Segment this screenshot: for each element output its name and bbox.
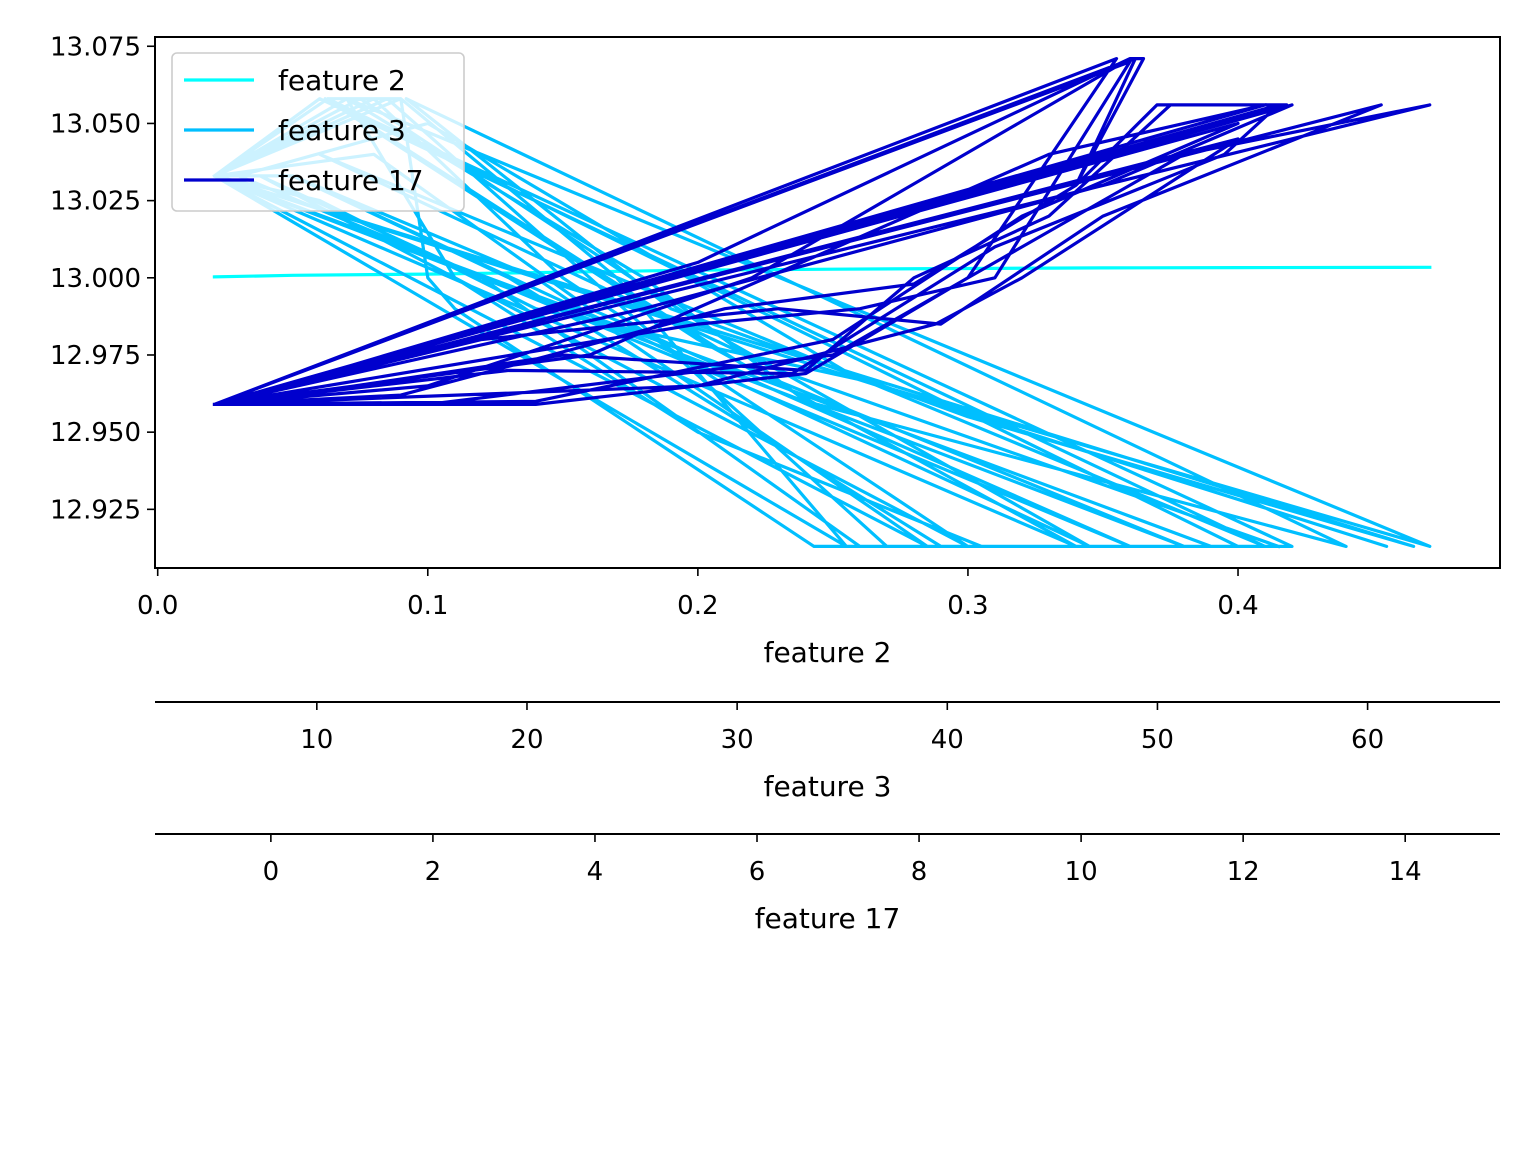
x-tick-label: 10 [300, 725, 333, 755]
x-axis-label: feature 2 [764, 636, 892, 669]
y-tick-label: 13.050 [50, 109, 141, 139]
x-tick-label: 2 [425, 857, 442, 887]
x-tick-label: 4 [587, 857, 604, 887]
y-tick-label: 13.025 [50, 187, 141, 217]
x-tick-label: 0.3 [947, 591, 988, 621]
x-tick-label: 0 [263, 857, 280, 887]
legend-box [171, 52, 465, 212]
x-tick-label: 0.4 [1217, 591, 1258, 621]
legend-label: feature 17 [278, 164, 424, 197]
x-axis-feature-2: 0.0 0.1 0.2 0.3 0.4 feature 2 [137, 568, 1259, 669]
y-tick-label: 13.000 [50, 264, 141, 294]
legend: feature 2 feature 3 feature 17 [171, 52, 465, 212]
x-axis-feature-3: 10 20 30 40 50 60 feature 3 [155, 701, 1500, 803]
x-tick-label: 8 [911, 857, 928, 887]
x-tick-label: 14 [1389, 857, 1422, 887]
series-line-feature-17 [212, 57, 1432, 406]
x-tick-label: 0.2 [677, 591, 718, 621]
legend-label: feature 3 [278, 114, 406, 147]
y-tick-label: 12.925 [50, 495, 141, 525]
y-tick-label: 12.950 [50, 418, 141, 448]
y-tick-label: 13.075 [50, 32, 141, 62]
x-tick-label: 20 [510, 725, 543, 755]
x-tick-label: 12 [1227, 857, 1260, 887]
y-axis: 12.925 12.950 12.975 13.000 13.025 13.050 13.0… [50, 32, 155, 525]
x-tick-label: 50 [1141, 725, 1174, 755]
x-axis-label: feature 3 [764, 770, 892, 803]
x-axis-feature-17: 0 2 4 6 8 10 12 14 feature 17 [155, 833, 1500, 935]
x-tick-label: 0.0 [137, 591, 178, 621]
x-axis-label: feature 17 [755, 902, 901, 935]
x-tick-label: 0.1 [407, 591, 448, 621]
legend-label: feature 2 [278, 64, 406, 97]
y-tick-label: 12.975 [50, 341, 141, 371]
x-tick-label: 6 [749, 857, 766, 887]
x-tick-label: 40 [931, 725, 964, 755]
x-tick-label: 10 [1065, 857, 1098, 887]
x-tick-label: 30 [721, 725, 754, 755]
x-tick-label: 60 [1351, 725, 1384, 755]
plot-frame [154, 36, 1501, 569]
